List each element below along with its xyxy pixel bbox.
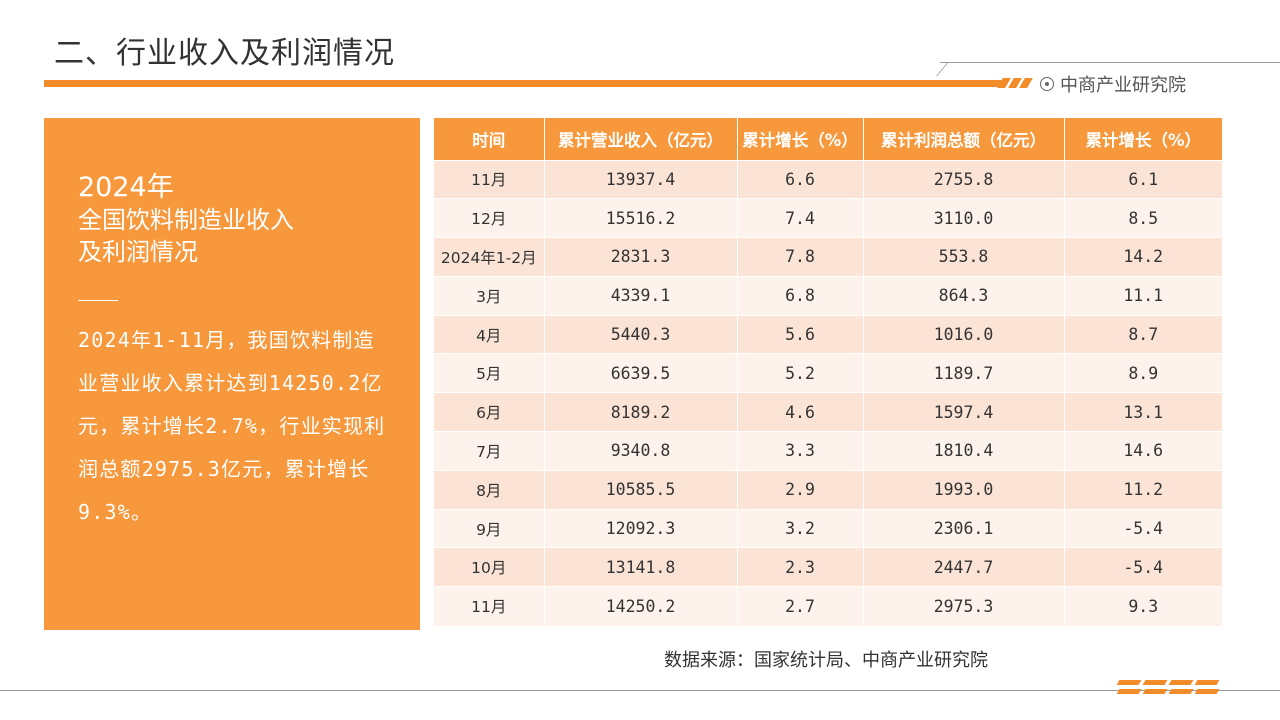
table-row: 8月 10585.5 2.9 1993.0 11.2 — [434, 469, 1222, 510]
data-source: 数据来源：国家统计局、中商产业研究院 — [664, 650, 988, 671]
table-cell: 2831.3 — [544, 237, 738, 277]
table-cell: 11.1 — [1064, 275, 1222, 316]
table-cell: 553.8 — [863, 237, 1065, 277]
table-cell: 4月 — [434, 314, 545, 354]
panel-year: 2024年 — [78, 172, 174, 203]
table-cell: 6639.5 — [544, 353, 738, 393]
table-cell: -5.4 — [1064, 508, 1222, 548]
summary-panel: 2024年 全国饮料制造业收入 及利润情况 2024年1-11月，我国饮料制造业… — [44, 118, 420, 630]
footer-divider — [0, 690, 1280, 691]
table-cell: 13141.8 — [544, 547, 738, 587]
table-cell: 2755.8 — [863, 159, 1065, 199]
panel-heading-line2: 及利润情况 — [78, 238, 198, 266]
table-cell: 2306.1 — [863, 508, 1065, 548]
revenue-profit-table: 时间 累计营业收入（亿元） 累计增长（%） 累计利润总额（亿元） 累计增长（%）… — [434, 118, 1222, 626]
table-row: 5月 6639.5 5.2 1189.7 8.9 — [434, 353, 1222, 393]
table-cell: 10585.5 — [544, 469, 738, 510]
table-cell: 7月 — [434, 431, 545, 471]
table-cell: 12月 — [434, 198, 545, 238]
table-cell: 14.6 — [1064, 431, 1222, 471]
table-cell: 1189.7 — [863, 353, 1065, 393]
table-cell: 3月 — [434, 275, 545, 316]
decorative-slashes — [997, 78, 1033, 90]
table-cell: 8月 — [434, 469, 545, 510]
table-cell: 3.2 — [737, 508, 864, 548]
table-cell: 7.8 — [737, 237, 864, 277]
table-cell: 13937.4 — [544, 159, 738, 199]
brand-logo: 中商产业研究院 — [1040, 71, 1186, 97]
decorative-stripes — [1108, 680, 1248, 696]
table-cell: 2.9 — [737, 469, 864, 510]
table-row: 11月 14250.2 2.7 2975.3 9.3 — [434, 586, 1222, 626]
table-cell: -5.4 — [1064, 547, 1222, 587]
table-cell: 2975.3 — [863, 586, 1065, 626]
table-row: 4月 5440.3 5.6 1016.0 8.7 — [434, 314, 1222, 354]
table-body: 11月 13937.4 6.6 2755.8 6.1 12月 15516.2 7.4 3110.… — [434, 159, 1222, 626]
table-cell: 5.6 — [737, 314, 864, 354]
brand-name: 中商产业研究院 — [1060, 75, 1186, 96]
header-revenue: 累计营业收入（亿元） — [544, 118, 738, 160]
table-cell: 6.6 — [737, 159, 864, 199]
table-cell: 13.1 — [1064, 392, 1222, 432]
table-cell: 14.2 — [1064, 237, 1222, 277]
table-cell: 12092.3 — [544, 508, 738, 548]
table-cell: 10月 — [434, 547, 545, 587]
target-icon — [1040, 77, 1054, 91]
panel-body-text: 2024年1-11月，我国饮料制造业营业收入累计达到14250.2亿元，累计增长… — [78, 328, 386, 524]
table-cell: 1810.4 — [863, 431, 1065, 471]
table-cell: 8.9 — [1064, 353, 1222, 393]
header-divider — [940, 62, 1280, 63]
table-row: 3月 4339.1 6.8 864.3 11.1 — [434, 275, 1222, 316]
table-cell: 2.3 — [737, 547, 864, 587]
table-cell: 3110.0 — [863, 198, 1065, 238]
title-underline — [44, 80, 1004, 87]
table-cell: 7.4 — [737, 198, 864, 238]
table-row: 6月 8189.2 4.6 1597.4 13.1 — [434, 392, 1222, 432]
table-cell: 6.1 — [1064, 159, 1222, 199]
table-row: 7月 9340.8 3.3 1810.4 14.6 — [434, 431, 1222, 471]
table-cell: 2447.7 — [863, 547, 1065, 587]
table-header-row: 时间 累计营业收入（亿元） 累计增长（%） 累计利润总额（亿元） 累计增长（%） — [434, 118, 1222, 160]
table-cell: 2.7 — [737, 586, 864, 626]
table-row: 11月 13937.4 6.6 2755.8 6.1 — [434, 159, 1222, 199]
panel-divider — [78, 300, 118, 301]
table-row: 10月 13141.8 2.3 2447.7 -5.4 — [434, 547, 1222, 587]
header-revenue-growth: 累计增长（%） — [737, 118, 864, 160]
table-cell: 9月 — [434, 508, 545, 548]
table-cell: 9340.8 — [544, 431, 738, 471]
table-cell: 9.3 — [1064, 586, 1222, 626]
table-cell: 11.2 — [1064, 469, 1222, 510]
header-time: 时间 — [434, 118, 545, 160]
table-cell: 2024年1-2月 — [434, 237, 545, 277]
table-cell: 4.6 — [737, 392, 864, 432]
table-cell: 8.5 — [1064, 198, 1222, 238]
table-cell: 1993.0 — [863, 469, 1065, 510]
table-cell: 15516.2 — [544, 198, 738, 238]
table-cell: 6.8 — [737, 275, 864, 316]
page-title: 二、行业收入及利润情况 — [54, 36, 395, 71]
table-cell: 5440.3 — [544, 314, 738, 354]
table-cell: 1016.0 — [863, 314, 1065, 354]
table-row: 12月 15516.2 7.4 3110.0 8.5 — [434, 198, 1222, 238]
panel-heading-line1: 全国饮料制造业收入 — [78, 206, 294, 234]
table-cell: 8189.2 — [544, 392, 738, 432]
header-profit: 累计利润总额（亿元） — [863, 118, 1065, 160]
table-cell: 4339.1 — [544, 275, 738, 316]
table-cell: 3.3 — [737, 431, 864, 471]
header-profit-growth: 累计增长（%） — [1064, 118, 1222, 160]
table-cell: 1597.4 — [863, 392, 1065, 432]
header-divider-tick — [936, 62, 949, 76]
table-cell: 864.3 — [863, 275, 1065, 316]
table-cell: 5.2 — [737, 353, 864, 393]
table-cell: 6月 — [434, 392, 545, 432]
table-row: 9月 12092.3 3.2 2306.1 -5.4 — [434, 508, 1222, 548]
table-cell: 11月 — [434, 586, 545, 626]
table-cell: 8.7 — [1064, 314, 1222, 354]
table-cell: 5月 — [434, 353, 545, 393]
table-cell: 11月 — [434, 159, 545, 199]
table-cell: 14250.2 — [544, 586, 738, 626]
table-row: 2024年1-2月 2831.3 7.8 553.8 14.2 — [434, 237, 1222, 277]
